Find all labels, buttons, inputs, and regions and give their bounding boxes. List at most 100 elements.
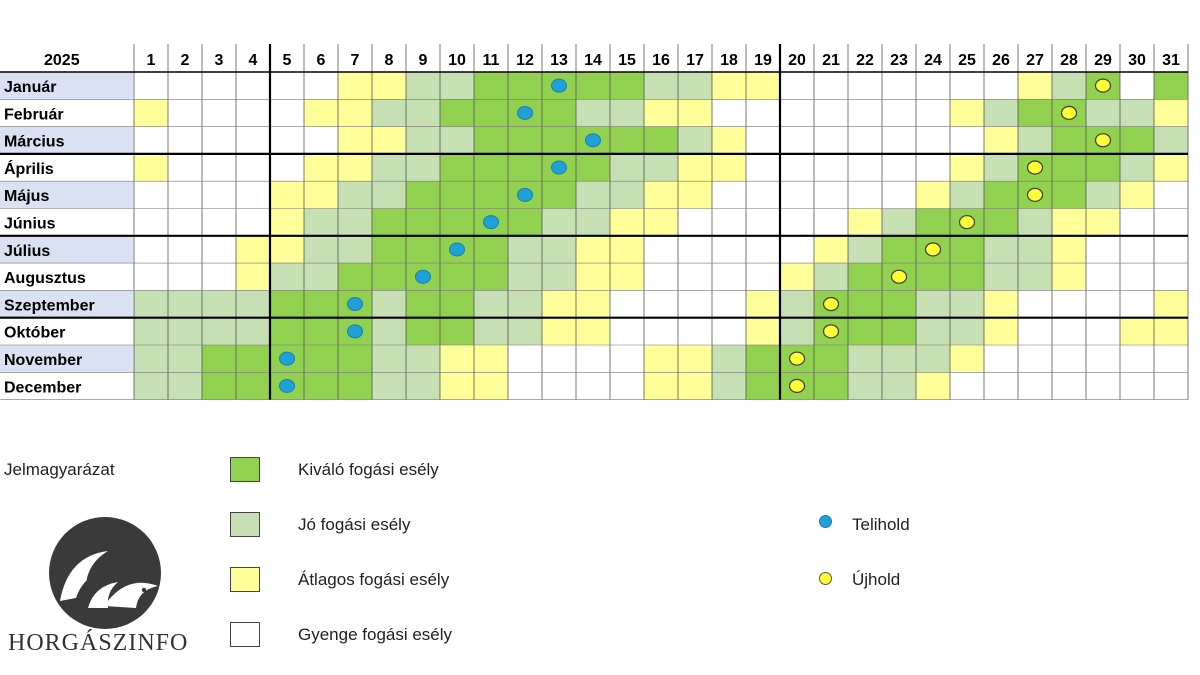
day-cell (1052, 153, 1086, 182)
day-cell (746, 153, 780, 182)
day-cell (168, 181, 202, 209)
day-cell (372, 208, 406, 236)
day-cell (304, 263, 338, 291)
day-cell (746, 263, 780, 291)
day-cell (814, 153, 848, 182)
day-cell (304, 181, 338, 209)
day-cell (678, 208, 712, 236)
day-cell (950, 235, 984, 264)
year-label: 2025 (44, 52, 80, 69)
day-cell (406, 208, 440, 236)
day-cell (474, 99, 508, 127)
day-cell (474, 345, 508, 373)
day-cell (916, 208, 950, 236)
day-cell (1086, 181, 1120, 209)
day-cell (542, 345, 576, 373)
day-cell (270, 263, 304, 291)
day-cell (576, 317, 610, 345)
day-cell (984, 153, 1018, 182)
day-cell (814, 345, 848, 373)
day-header-label: 8 (385, 52, 394, 69)
day-cell (984, 181, 1018, 209)
new-moon-marker (1094, 133, 1112, 148)
day-cell (848, 372, 882, 400)
day-cell (372, 317, 406, 345)
day-cell (474, 181, 508, 209)
day-header-label: 19 (754, 52, 772, 69)
day-cell (542, 126, 576, 154)
day-cell (304, 153, 338, 182)
day-header-label: 16 (652, 52, 670, 69)
month-label: Január (4, 79, 56, 96)
day-cell (678, 263, 712, 291)
day-cell (1018, 345, 1052, 373)
day-cell (678, 235, 712, 264)
day-cell (372, 345, 406, 373)
day-cell (848, 126, 882, 154)
month-label: Július (4, 243, 50, 260)
new-moon-marker (1060, 105, 1078, 121)
day-cell (610, 263, 644, 291)
day-cell (440, 153, 474, 182)
day-cell (1086, 290, 1120, 318)
day-cell (168, 153, 202, 182)
day-cell (848, 235, 882, 264)
day-cell (950, 317, 984, 345)
day-cell (338, 372, 372, 400)
day-cell (1120, 126, 1154, 154)
day-cell (440, 290, 474, 318)
day-header-label: 24 (924, 52, 942, 69)
day-cell (202, 72, 236, 100)
day-header-label: 18 (720, 52, 738, 69)
day-cell (848, 345, 882, 373)
day-cell (882, 372, 916, 400)
full-moon-marker (585, 133, 601, 148)
day-cell (746, 72, 780, 100)
day-cell (916, 181, 950, 209)
day-header-label: 9 (419, 52, 428, 69)
day-cell (372, 372, 406, 400)
day-cell (440, 372, 474, 400)
day-cell (610, 126, 644, 154)
day-cell (576, 181, 610, 209)
full-moon-marker (347, 324, 363, 339)
day-cell (1018, 317, 1052, 345)
day-header-label: 28 (1060, 52, 1078, 69)
day-cell (474, 290, 508, 318)
day-cell (1018, 72, 1052, 100)
day-cell (950, 181, 984, 209)
month-label: Augusztus (4, 270, 86, 287)
day-cell (338, 181, 372, 209)
day-cell (168, 72, 202, 100)
day-cell (1086, 153, 1120, 182)
day-cell (236, 317, 270, 345)
day-cell (304, 372, 338, 400)
day-cell (916, 317, 950, 345)
day-cell (1052, 372, 1086, 400)
fishing-calendar: 2025 1 2 3 4 5 6 7 8 9 10 11 12 13 14 15 16 17 18 19 20 21 22 2… (0, 44, 1200, 404)
legend-swatch-good (230, 512, 260, 537)
day-cell (1120, 208, 1154, 236)
day-cell (338, 345, 372, 373)
day-cell (1018, 208, 1052, 236)
day-cell (746, 99, 780, 127)
day-cell (1154, 99, 1188, 127)
day-cell (576, 208, 610, 236)
day-cell (780, 290, 814, 318)
day-cell (270, 99, 304, 127)
month-label: Szeptember (4, 297, 95, 314)
day-cell (984, 72, 1018, 100)
day-cell (1154, 235, 1188, 264)
day-cell (202, 317, 236, 345)
day-cell (848, 317, 882, 345)
full-moon-marker (279, 378, 295, 393)
legend-label-average: Átlagos fogási esély (298, 570, 450, 589)
day-cell (1086, 235, 1120, 264)
day-cell (134, 72, 168, 100)
day-cell (610, 235, 644, 264)
day-cell (712, 72, 746, 100)
day-cell (202, 208, 236, 236)
full-moon-marker (517, 187, 533, 202)
day-cell (406, 72, 440, 100)
day-cell (678, 345, 712, 373)
